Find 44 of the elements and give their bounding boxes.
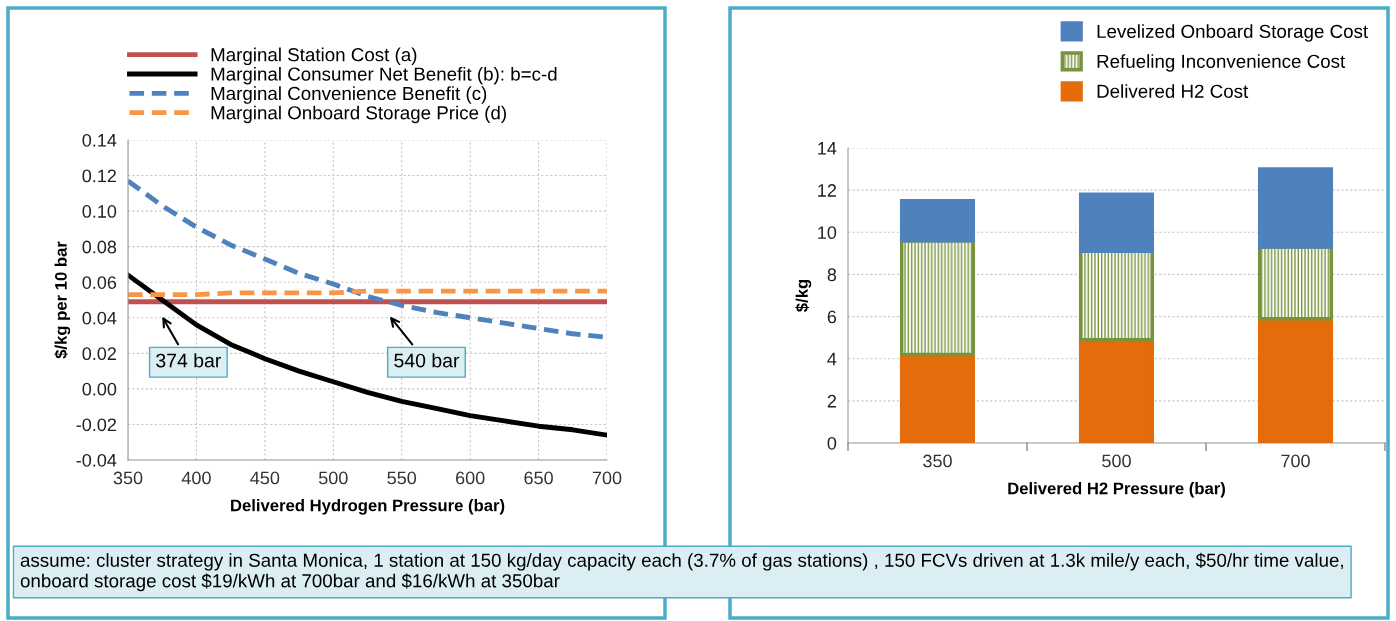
x-tick-label: 450 (250, 471, 280, 485)
x-tick-label: 350 (923, 454, 952, 468)
legend-label: Marginal Onboard Storage Price (d) (211, 105, 506, 124)
x-tick-label: 500 (318, 471, 348, 485)
text: assume: cluster strategy in Santa Monica, 1 station at 150 kg/day capacity each (3.7% of gas stations) , 150 FCVs driven at 1.3k mile/y each, $50/hr time value, onboard storage cost $19/kWh at 700bar and $16/kWh at 350bar (20, 552, 1343, 592)
x-tick-label: 400 (181, 471, 211, 485)
line-series (128, 272, 607, 438)
x-tick-label: 650 (524, 471, 553, 485)
x-tick-label: 550 (387, 471, 417, 485)
y-axis-title: $/kg per 10 bar (54, 241, 71, 359)
legend-label: Marginal Station Cost (a) (211, 47, 417, 66)
x-axis-title: Delivered H2 Pressure (bar) (1008, 482, 1225, 498)
legend-label: Marginal Consumer Net Benefit (b): b=c-d (211, 66, 557, 85)
y-tick-label: 0.06 (82, 276, 117, 289)
y-tick-label: 0.10 (82, 205, 117, 218)
annotation: 540 bar (394, 353, 460, 368)
y-tick-label: -0.04 (76, 453, 117, 467)
y-tick-label: -0.02 (76, 418, 116, 432)
y-tick-label: 14 (818, 142, 837, 155)
y-axis-title: $/kg (795, 279, 812, 312)
x-tick-label: 700 (1281, 454, 1310, 468)
legend-label: Delivered H2 Cost (1097, 84, 1249, 98)
legend-label: Marginal Convenience Benefit (c) (211, 86, 487, 104)
x-axis-title: Delivered Hydrogen Pressure (bar) (231, 499, 505, 515)
y-tick-label: 0.00 (82, 382, 117, 396)
x-tick-label: 350 (113, 471, 143, 485)
x-tick-label: 500 (1102, 454, 1131, 468)
y-tick-label: 0.02 (82, 347, 116, 361)
x-tick-label: 700 (592, 471, 622, 485)
y-tick-label: 12 (818, 184, 836, 197)
x-tick-label: 600 (456, 471, 485, 485)
y-tick-label: 0.12 (82, 169, 116, 183)
y-tick-label: 0.04 (82, 311, 117, 325)
y-tick-label: 0 (827, 436, 837, 450)
y-tick-label: 6 (827, 310, 837, 324)
y-tick-label: 10 (818, 226, 837, 240)
y-tick-label: 0.14 (82, 133, 117, 147)
y-tick-label: 4 (827, 352, 837, 366)
y-tick-label: 0.08 (82, 240, 117, 254)
legend-label: Levelized Onboard Storage Cost (1097, 24, 1369, 42)
annotation: 374 bar (156, 353, 221, 368)
y-tick-label: 2 (827, 394, 836, 408)
y-tick-label: 8 (827, 268, 837, 282)
legend-label: Refueling Inconvenience Cost (1097, 54, 1346, 72)
